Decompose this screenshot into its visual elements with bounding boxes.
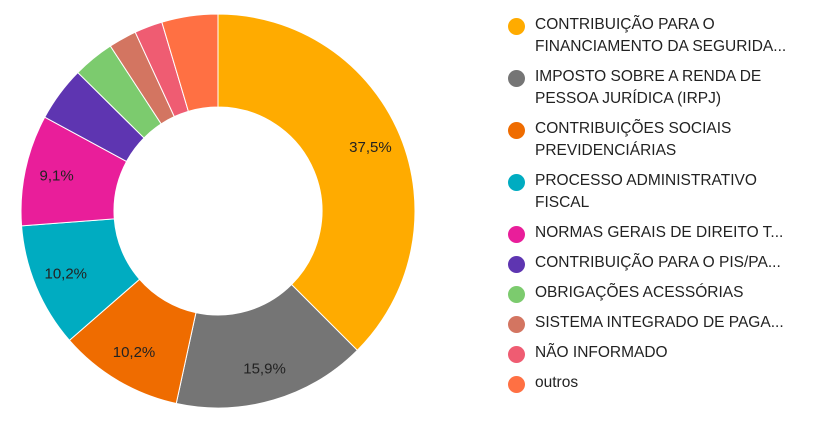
legend-color-dot xyxy=(508,226,525,243)
legend-label-line: outros xyxy=(535,374,579,391)
legend-label-line: CONTRIBUIÇÃO PARA O PIS/PA... xyxy=(535,254,781,271)
legend-item[interactable]: CONTRIBUIÇÕES SOCIAIS PREVIDENCIÁRIAS xyxy=(508,118,808,162)
donut-svg: 37,5% 15,9% 10,2% 10,2% 9,1% xyxy=(20,13,416,409)
legend-item[interactable]: outros xyxy=(508,372,808,394)
legend-item[interactable]: SISTEMA INTEGRADO DE PAGA... xyxy=(508,312,808,334)
legend-color-dot xyxy=(508,70,525,87)
legend-item[interactable]: NÃO INFORMADO xyxy=(508,342,808,364)
legend-label-line: NÃO INFORMADO xyxy=(535,344,668,361)
legend-item[interactable]: CONTRIBUIÇÃO PARA O PIS/PA... xyxy=(508,252,808,274)
donut-chart: 37,5% 15,9% 10,2% 10,2% 9,1% xyxy=(20,13,416,409)
legend-label: OBRIGAÇÕES ACESSÓRIAS xyxy=(535,282,743,304)
slice-value-label: 15,9% xyxy=(243,360,286,377)
legend-item[interactable]: IMPOSTO SOBRE A RENDA DE PESSOA JURÍDICA … xyxy=(508,66,808,110)
legend-label: PROCESSO ADMINISTRATIVO FISCAL xyxy=(535,170,757,214)
slice-value-label: 10,2% xyxy=(44,266,87,283)
legend-color-dot xyxy=(508,286,525,303)
legend-label: outros xyxy=(535,372,578,394)
legend-item[interactable]: NORMAS GERAIS DE DIREITO T... xyxy=(508,222,808,244)
legend-item[interactable]: CONTRIBUIÇÃO PARA O FINANCIAMENTO DA SEGU… xyxy=(508,14,808,58)
legend-color-dot xyxy=(508,256,525,273)
legend-color-dot xyxy=(508,316,525,333)
legend-label-line: CONTRIBUIÇÃO PARA O xyxy=(535,16,715,33)
legend-color-dot xyxy=(508,346,525,363)
legend-color-dot xyxy=(508,122,525,139)
donut-slice[interactable] xyxy=(217,13,416,352)
legend-label-line: IMPOSTO SOBRE A RENDA DE xyxy=(535,68,762,85)
legend-label: CONTRIBUIÇÃO PARA O FINANCIAMENTO DA SEGU… xyxy=(535,14,786,58)
legend-label-line: OBRIGAÇÕES ACESSÓRIAS xyxy=(535,284,744,301)
legend-label: IMPOSTO SOBRE A RENDA DE PESSOA JURÍDICA … xyxy=(535,66,761,110)
legend-label: NORMAS GERAIS DE DIREITO T... xyxy=(535,222,783,244)
legend-item[interactable]: OBRIGAÇÕES ACESSÓRIAS xyxy=(508,282,808,304)
chart-legend: CONTRIBUIÇÃO PARA O FINANCIAMENTO DA SEGU… xyxy=(508,14,808,402)
legend-label-line: PESSOA JURÍDICA (IRPJ) xyxy=(535,90,722,107)
legend-label-line: PREVIDENCIÁRIAS xyxy=(535,142,677,159)
legend-label-line: CONTRIBUIÇÕES SOCIAIS xyxy=(535,120,732,137)
legend-label-line: NORMAS GERAIS DE DIREITO T... xyxy=(535,224,784,241)
legend-color-dot xyxy=(508,18,525,35)
legend-label: SISTEMA INTEGRADO DE PAGA... xyxy=(535,312,784,334)
legend-item[interactable]: PROCESSO ADMINISTRATIVO FISCAL xyxy=(508,170,808,214)
legend-color-dot xyxy=(508,376,525,393)
legend-label-line: FISCAL xyxy=(535,194,590,211)
legend-label: NÃO INFORMADO xyxy=(535,342,668,364)
legend-label-line: SISTEMA INTEGRADO DE PAGA... xyxy=(535,314,784,331)
slice-value-label: 37,5% xyxy=(349,139,392,156)
donut-slice[interactable] xyxy=(161,13,219,112)
slice-value-label: 9,1% xyxy=(40,167,74,184)
legend-color-dot xyxy=(508,174,525,191)
legend-label: CONTRIBUIÇÃO PARA O PIS/PA... xyxy=(535,252,781,274)
legend-label-line: FINANCIAMENTO DA SEGURIDA... xyxy=(535,38,787,55)
legend-label: CONTRIBUIÇÕES SOCIAIS PREVIDENCIÁRIAS xyxy=(535,118,731,162)
legend-label-line: PROCESSO ADMINISTRATIVO xyxy=(535,172,757,189)
slice-value-label: 10,2% xyxy=(113,344,156,361)
